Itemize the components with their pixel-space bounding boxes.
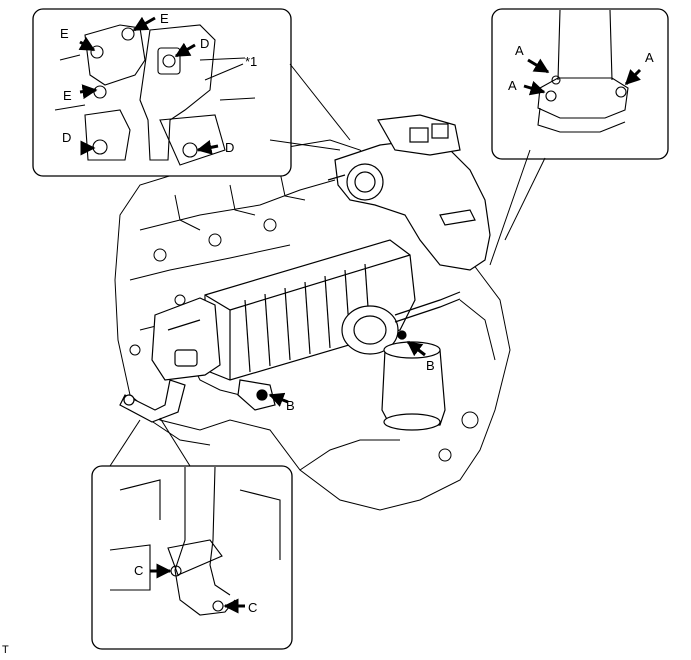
label-c-1: C	[134, 563, 143, 578]
label-b-1: B	[426, 358, 435, 373]
label-e-1: E	[60, 26, 69, 41]
egr-pipe-lower	[119, 379, 276, 423]
inset-bracket-arrows	[78, 16, 219, 156]
label-b-2: B	[286, 398, 295, 413]
label-a-1: A	[515, 43, 524, 58]
label-e-2: E	[160, 11, 169, 26]
main-arrows-b	[268, 340, 426, 407]
label-e-3: E	[63, 88, 72, 103]
egr-cooler	[151, 239, 416, 381]
inset-pipe-arrows	[150, 563, 245, 614]
inset-bracket-leaders	[269, 63, 351, 151]
callout-ref: *1	[245, 54, 257, 69]
egr-valve-housing	[327, 114, 491, 271]
label-a-2: A	[508, 78, 517, 93]
oil-filter	[381, 341, 446, 431]
inset-pipe-leaders	[109, 417, 191, 467]
corner-code: T	[2, 644, 9, 656]
label-d-3: D	[225, 140, 234, 155]
callout-ref-leader	[204, 63, 244, 81]
inset-flange-detail: A A A	[491, 8, 669, 160]
label-d-2: D	[62, 130, 71, 145]
inset-flange-arrows	[523, 58, 642, 96]
label-d-1: D	[200, 36, 209, 51]
inset-bracket-detail: E E E D D D *1	[32, 8, 292, 177]
label-a-3: A	[645, 50, 654, 65]
engine-block	[114, 139, 511, 511]
inset-flange-leaders	[489, 149, 546, 266]
inset-pipe-detail: C C	[91, 465, 293, 650]
label-c-2: C	[248, 600, 257, 615]
vacuum-actuator	[341, 291, 461, 355]
